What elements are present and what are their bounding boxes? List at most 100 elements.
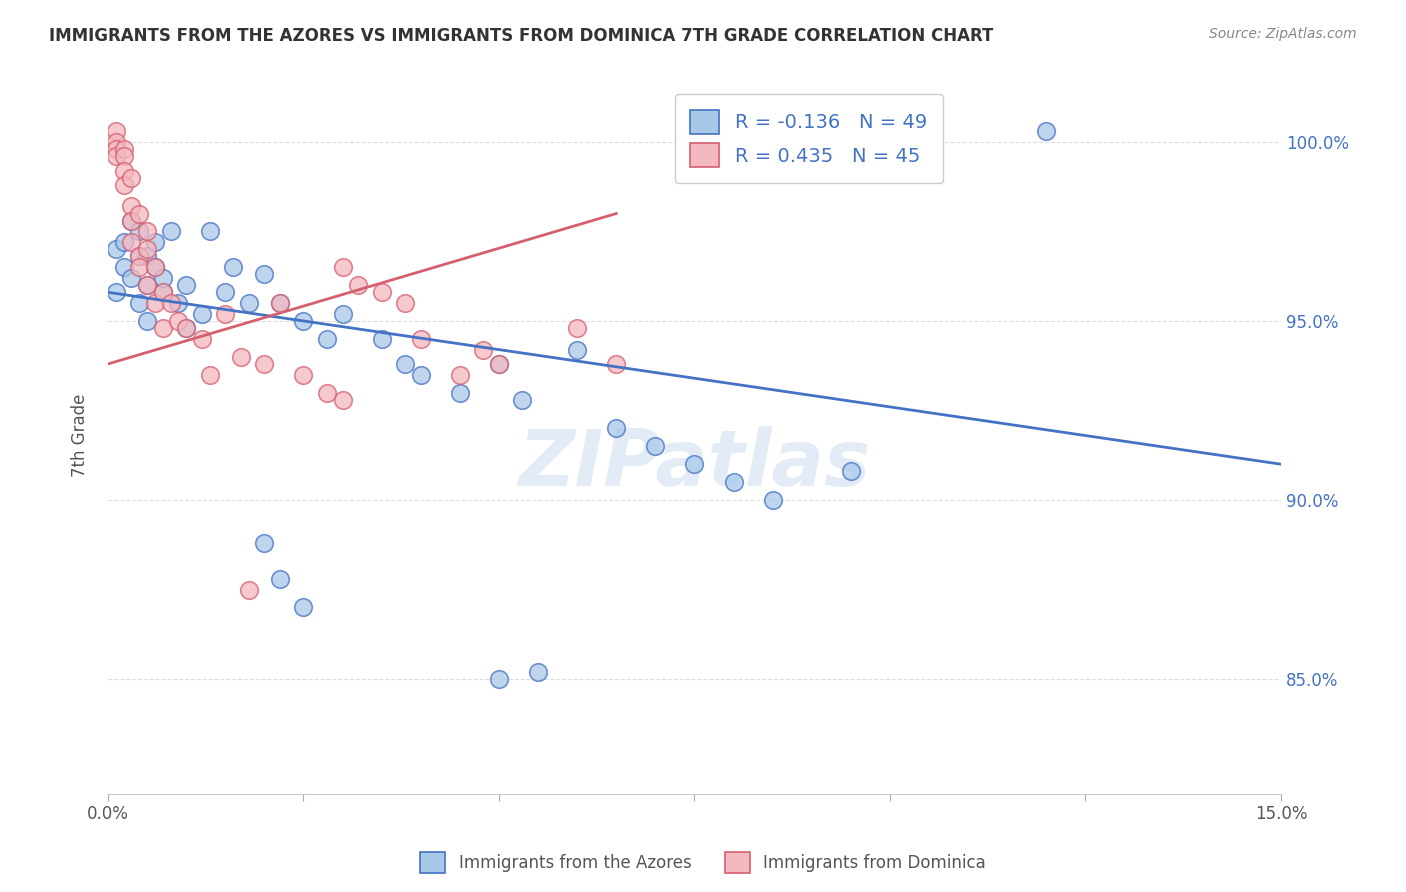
Point [683,457,706,471]
Point [120,199,142,213]
Point [605,357,627,371]
Point [128,250,150,264]
Point [723,475,745,489]
Point [174,321,197,335]
Point [143,235,166,249]
Point [269,572,291,586]
Point [152,285,174,300]
Text: Source: ZipAtlas.com: Source: ZipAtlas.com [1209,27,1357,41]
Point [104,124,127,138]
Point [120,213,142,227]
Point [167,296,190,310]
Point [143,260,166,275]
Point [253,357,276,371]
Point [167,314,190,328]
Point [316,385,339,400]
Point [136,278,159,293]
Point [143,260,166,275]
Point [136,224,159,238]
Point [112,178,135,192]
Point [222,260,245,275]
Point [605,421,627,435]
Point [112,163,135,178]
Point [128,206,150,220]
Point [174,321,197,335]
Point [238,296,260,310]
Point [229,350,252,364]
Legend: Immigrants from the Azores, Immigrants from Dominica: Immigrants from the Azores, Immigrants f… [413,846,993,880]
Text: IMMIGRANTS FROM THE AZORES VS IMMIGRANTS FROM DOMINICA 7TH GRADE CORRELATION CHA: IMMIGRANTS FROM THE AZORES VS IMMIGRANTS… [49,27,994,45]
Point [112,149,135,163]
Point [292,368,315,382]
Point [104,243,127,257]
Point [120,235,142,249]
Point [347,278,370,293]
Point [191,307,214,321]
Point [159,224,181,238]
Point [332,307,354,321]
Point [316,332,339,346]
Point [152,321,174,335]
Point [394,357,416,371]
Point [136,314,159,328]
Point [269,296,291,310]
Point [567,321,589,335]
Point [238,582,260,597]
Point [370,332,392,346]
Point [198,368,221,382]
Point [128,260,150,275]
Point [292,600,315,615]
Point [104,135,127,149]
Point [152,285,174,300]
Point [214,285,236,300]
Point [136,278,159,293]
Point [112,235,135,249]
Point [488,357,510,371]
Legend: R = -0.136   N = 49, R = 0.435   N = 45: R = -0.136 N = 49, R = 0.435 N = 45 [675,95,943,183]
Point [253,536,276,550]
Point [104,285,127,300]
Point [1035,124,1057,138]
Point [112,260,135,275]
Point [370,285,392,300]
Point [104,149,127,163]
Point [332,392,354,407]
Point [527,665,550,679]
Point [143,296,166,310]
Point [839,464,862,478]
Point [152,271,174,285]
Point [762,493,785,508]
Y-axis label: 7th Grade: 7th Grade [72,394,89,477]
Point [449,385,471,400]
Point [128,296,150,310]
Point [191,332,214,346]
Point [567,343,589,357]
Point [269,296,291,310]
Point [120,170,142,185]
Point [512,392,534,407]
Point [488,672,510,686]
Point [449,368,471,382]
Point [136,243,159,257]
Point [472,343,495,357]
Point [488,357,510,371]
Point [644,439,666,453]
Point [409,332,432,346]
Point [332,260,354,275]
Point [159,296,181,310]
Text: ZIPatlas: ZIPatlas [519,426,870,502]
Point [174,278,197,293]
Point [128,250,150,264]
Point [214,307,236,321]
Point [292,314,315,328]
Point [112,142,135,156]
Point [128,224,150,238]
Point [198,224,221,238]
Point [120,271,142,285]
Point [409,368,432,382]
Point [394,296,416,310]
Point [136,250,159,264]
Point [120,213,142,227]
Point [253,268,276,282]
Point [104,142,127,156]
